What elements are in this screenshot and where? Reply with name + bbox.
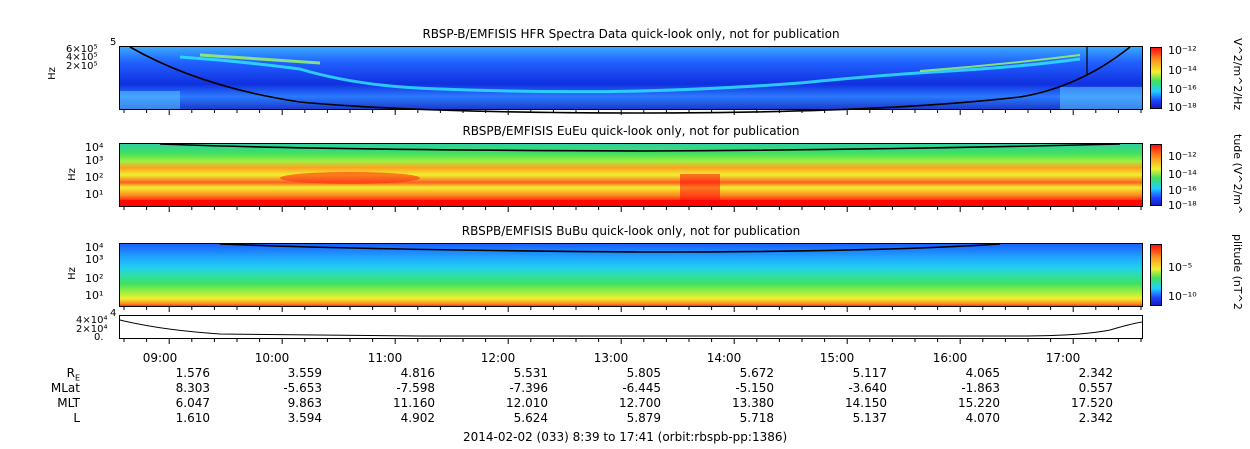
ephemeris-value: -5.653 (283, 381, 322, 395)
ephemeris-value: -1.863 (961, 381, 1000, 395)
panel4-ytick: 4×10⁴ (76, 315, 108, 326)
panel4-frame (119, 315, 1143, 339)
panel3-overlay (219, 243, 1001, 253)
ephemeris-value: 5.137 (852, 411, 887, 425)
panel1-overlay (120, 46, 1142, 114)
panel1-title: RBSP-B/EMFISIS HFR Spectra Data quick-lo… (422, 27, 840, 41)
panel2-cbar-tick: 10⁻¹⁸ (1168, 199, 1197, 212)
time-tick-label: 12:00 (480, 351, 516, 365)
panel2-colorbar (1150, 144, 1162, 206)
panel1-ytick: 2×10⁵ (66, 61, 98, 72)
panel2-ytick: 10³ (85, 154, 104, 167)
panel3-ytick: 10¹ (85, 289, 104, 302)
panel1-ytick: 4×10⁵ (66, 52, 98, 63)
panel2-frame (119, 143, 1143, 207)
time-tick-label: 15:00 (819, 351, 855, 365)
ephemeris-value: 5.672 (739, 366, 774, 380)
ephemeris-value: 4.065 (965, 366, 1000, 380)
panel3-ytick: 10² (85, 272, 104, 285)
panel4-ytick-top: 4 (110, 308, 117, 319)
panel2-ytick: 10² (85, 171, 104, 184)
ephemeris-value: -3.640 (848, 381, 887, 395)
panel3-cbar-tick: 10⁻⁵ (1168, 261, 1193, 274)
ephemeris-value: 5.117 (852, 366, 887, 380)
panel2-title: RBSPB/EMFISIS EuEu quick-look only, not … (462, 124, 800, 138)
panel1-cbar-tick: 10⁻¹⁴ (1168, 64, 1197, 77)
ephemeris-value: 4.070 (965, 411, 1000, 425)
ephemeris-value: 4.816 (400, 366, 435, 380)
time-tick-label: 17:00 (1045, 351, 1081, 365)
ephemeris-value: 3.594 (287, 411, 322, 425)
ephemeris-value: 3.559 (287, 366, 322, 380)
ephemeris-value: 5.624 (513, 411, 548, 425)
ephemeris-value: 12.700 (619, 396, 661, 410)
ephemeris-value: 8.303 (175, 381, 210, 395)
ephemeris-value: 1.576 (175, 366, 210, 380)
ephemeris-value: -6.445 (622, 381, 661, 395)
ephemeris-value: 17.520 (1071, 396, 1113, 410)
time-tick-label: 16:00 (932, 351, 968, 365)
panel2-ytick: 10¹ (85, 188, 104, 201)
panel2-ytick: 10⁴ (85, 141, 104, 154)
row-label-re: RE (66, 366, 80, 383)
panel1-frame (119, 46, 1143, 110)
time-tick-label: 13:00 (593, 351, 629, 365)
panel4-line (119, 319, 1143, 337)
ephemeris-value: 15.220 (958, 396, 1000, 410)
ephemeris-value: 12.010 (506, 396, 548, 410)
panel2-overlay (120, 143, 1142, 206)
ephemeris-value: 6.047 (175, 396, 210, 410)
ephemeris-value: 2.342 (1078, 366, 1113, 380)
ephemeris-value: 14.150 (845, 396, 887, 410)
panel1-ytick-top: 5 (110, 37, 117, 48)
time-tick-label: 10:00 (254, 351, 290, 365)
panel3-title: RBSPB/EMFISIS BuBu quick-look only, not … (461, 224, 801, 238)
panel3-spectrogram (120, 244, 1142, 306)
panel4-ytick: 0. (94, 332, 104, 343)
time-tick-label: 09:00 (142, 351, 178, 365)
ephemeris-value: 5.805 (626, 366, 661, 380)
ephemeris-value: 9.863 (287, 396, 322, 410)
ephemeris-value: 1.610 (175, 411, 210, 425)
ephemeris-value: -5.150 (735, 381, 774, 395)
ephemeris-value: 2.342 (1078, 411, 1113, 425)
row-label-l: L (73, 411, 80, 425)
panel1-cbar-tick: 10⁻¹⁶ (1168, 83, 1197, 96)
panel1-colorbar (1150, 47, 1162, 109)
panel3-cbar-tick: 10⁻¹⁰ (1168, 290, 1197, 303)
time-tick-label: 14:00 (706, 351, 742, 365)
panel1-cbar-tick: 10⁻¹⁸ (1168, 101, 1197, 114)
footer-caption: 2014-02-02 (033) 8:39 to 17:41 (orbit:rb… (463, 430, 788, 444)
ephemeris-value: 5.531 (513, 366, 548, 380)
panel3-ytick: 10³ (85, 253, 104, 266)
ephemeris-value: 11.160 (393, 396, 435, 410)
panel4-ytick: 2×10⁴ (76, 324, 108, 335)
panel3-colorbar (1150, 244, 1162, 306)
panel2-cbar-tick: 10⁻¹⁴ (1168, 168, 1197, 181)
ephemeris-value: 0.557 (1078, 381, 1113, 395)
row-label-mlt: MLT (57, 396, 80, 410)
panel2-cbar-tick: 10⁻¹² (1168, 150, 1197, 163)
panel3-ytick: 10⁴ (85, 241, 104, 254)
ephemeris-value: 5.718 (739, 411, 774, 425)
panel3-frame (119, 243, 1143, 307)
panel2-cbar-tick: 10⁻¹⁶ (1168, 184, 1197, 197)
panel1-spectrogram (120, 47, 1142, 109)
ephemeris-value: 4.902 (400, 411, 435, 425)
row-label-mlat: MLat (50, 381, 80, 395)
panel1-cbar-tick: 10⁻¹² (1168, 44, 1197, 57)
panel1-ytick: 6×10⁵ (66, 44, 98, 55)
ephemeris-value: -7.598 (396, 381, 435, 395)
ephemeris-value: -7.396 (509, 381, 548, 395)
time-tick-label: 11:00 (367, 351, 403, 365)
ephemeris-value: 5.879 (626, 411, 661, 425)
ephemeris-value: 13.380 (732, 396, 774, 410)
